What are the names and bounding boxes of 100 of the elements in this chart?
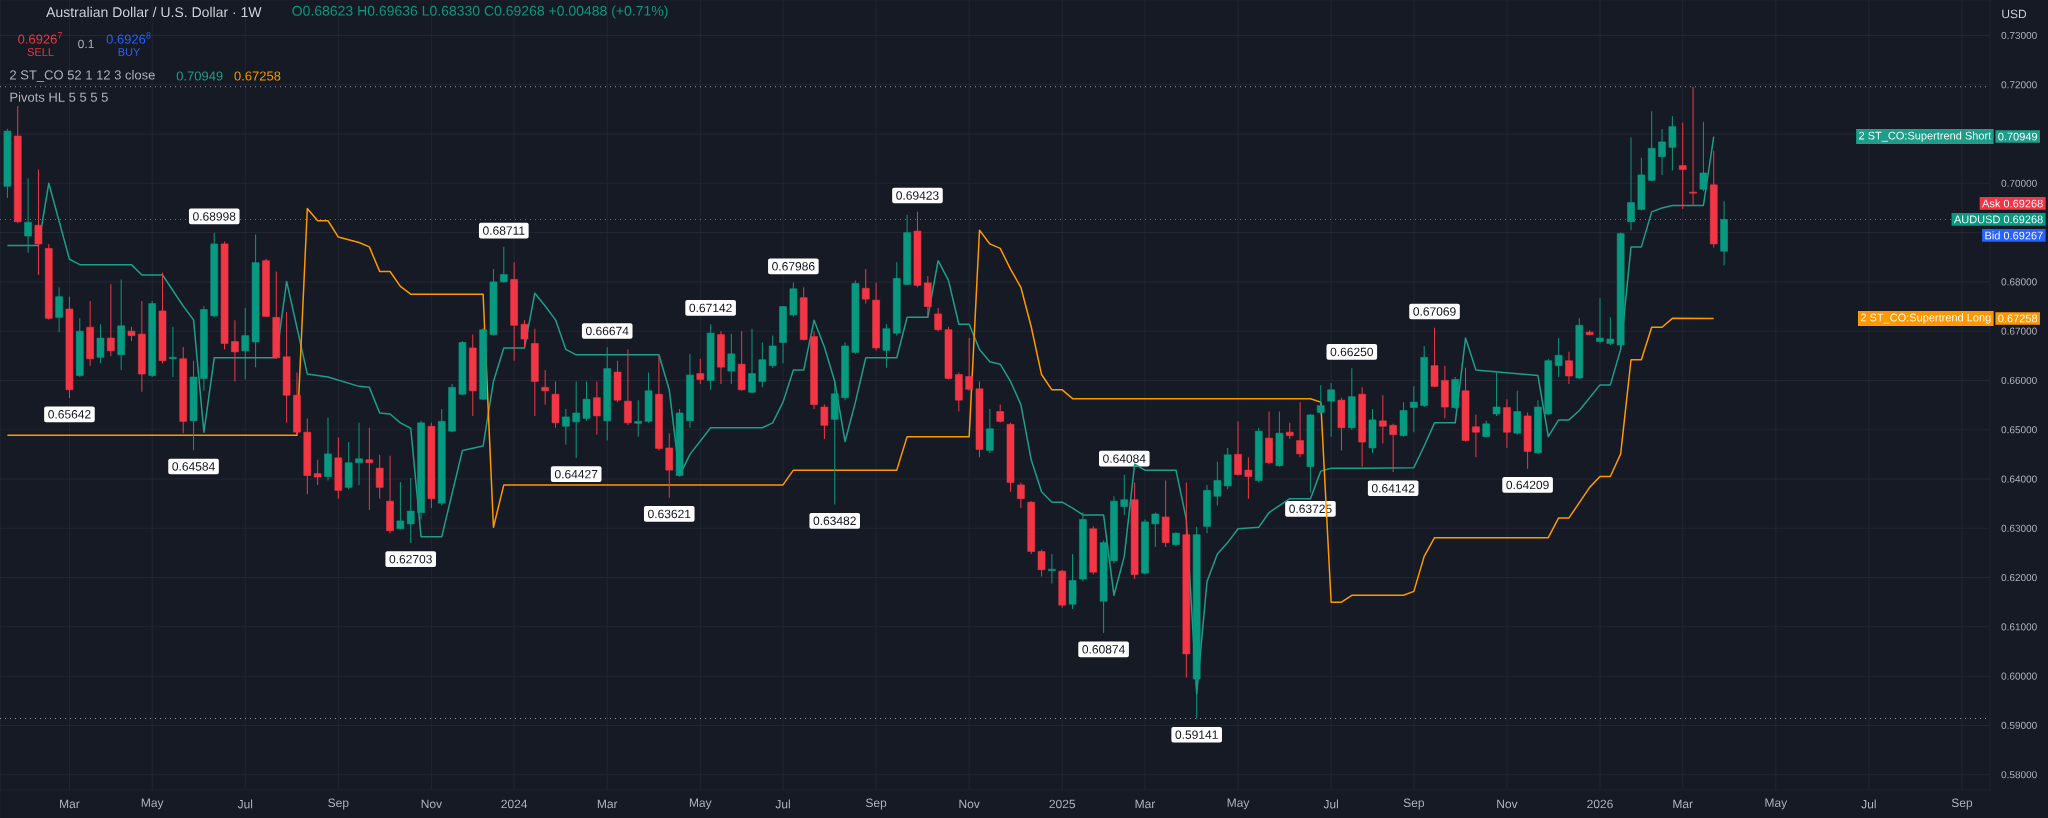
annotation: SELL — [27, 48, 54, 56]
x-tick-label: Jul — [237, 799, 253, 809]
candlestick — [1606, 316, 1615, 346]
annotation: Pivots HL 5 5 5 5 — [10, 92, 108, 102]
candlestick — [541, 369, 549, 406]
x-tick-label: May — [689, 798, 712, 810]
candlestick — [1068, 553, 1077, 610]
y-tick-label: 0.64000 — [2001, 475, 2037, 483]
annotation: 0.69423 — [896, 191, 939, 200]
x-tick-label: Mar — [1673, 799, 1693, 809]
candlestick — [1389, 423, 1397, 473]
x-tick-label: Sep — [328, 798, 349, 810]
annotation: 0.62703 — [389, 554, 432, 564]
candlestick — [582, 380, 591, 422]
candlestick — [313, 459, 322, 486]
x-tick-label: Nov — [959, 799, 980, 809]
x-tick-label: Sep — [1951, 798, 1973, 810]
candlestick — [727, 333, 736, 385]
y-tick-label: 0.65000 — [2001, 426, 2037, 434]
candlestick — [1678, 122, 1687, 210]
candlestick — [1213, 461, 1222, 507]
candlestick — [1513, 390, 1522, 436]
candlestick — [241, 307, 250, 380]
annotation: 0.6926$^{8}$ — [106, 32, 151, 44]
candlestick — [231, 319, 239, 382]
legend-label: 2 ST_CO:Supertrend Short — [1859, 131, 1992, 142]
y-tick-label: 0.62000 — [2001, 574, 2037, 582]
candlestick — [986, 408, 994, 454]
annotation: 0.59141 — [1175, 730, 1218, 739]
candlestick — [882, 323, 891, 369]
candlestick — [696, 358, 705, 385]
annotation: 0.64084 — [1103, 454, 1146, 463]
y-tick-label: 0.70000 — [2001, 179, 2037, 187]
x-tick-label: 2026 — [1587, 799, 1613, 809]
annotation: 0.67069 — [1413, 307, 1456, 316]
candlestick — [1430, 327, 1439, 388]
candlestick — [665, 432, 674, 499]
candlestick — [1048, 553, 1056, 584]
annotation: 0.63621 — [648, 509, 691, 519]
candlestick — [1244, 456, 1253, 500]
annotation: Ask 0.69268 — [1982, 199, 2043, 208]
annotation: Bid 0.69267 — [1985, 231, 2043, 240]
candlestick — [396, 481, 405, 530]
x-tick-label: Jul — [1323, 799, 1338, 809]
candlestick — [375, 454, 384, 500]
candlestick — [55, 286, 63, 333]
candlestick — [1658, 128, 1666, 176]
candlestick — [1699, 121, 1708, 192]
candlestick — [520, 319, 529, 348]
candlestick — [768, 335, 777, 369]
x-tick-label: Nov — [421, 799, 443, 809]
x-tick-label: 2025 — [1049, 799, 1076, 809]
y-tick-label: 0.63000 — [2001, 524, 2037, 532]
candlestick — [96, 323, 105, 364]
x-tick-label: Jul — [1861, 799, 1876, 809]
candlestick — [923, 275, 932, 318]
candlestick — [1492, 372, 1501, 417]
candlestick — [1316, 384, 1325, 415]
y-tick-label: 0.73000 — [2001, 31, 2037, 40]
candlestick — [634, 399, 643, 438]
annotation: 0.6926$^{7}$ — [18, 32, 62, 44]
candlestick — [965, 337, 973, 392]
annotation: 0.67258 — [234, 71, 281, 81]
candlestick — [1668, 115, 1677, 171]
candlestick — [1472, 413, 1480, 458]
annotation: 0.63482 — [813, 516, 856, 526]
text: 0.67258 — [1998, 314, 2038, 323]
candlestick — [1410, 385, 1418, 433]
text: 0.70949 — [1998, 132, 2038, 141]
candlestick — [406, 477, 415, 544]
x-tick-label: Sep — [1403, 798, 1425, 810]
candlestick — [562, 408, 570, 446]
candlestick — [365, 427, 374, 511]
candlestick — [1120, 474, 1129, 516]
y-tick-label: 0.68000 — [2001, 278, 2037, 286]
candlestick — [1565, 351, 1573, 385]
annotation: 0.64584 — [172, 462, 215, 471]
candlestick — [355, 422, 363, 486]
text: USD — [2002, 9, 2027, 19]
candlestick — [1151, 512, 1160, 548]
annotation: 0.1 — [78, 39, 94, 49]
candlestick — [1327, 382, 1335, 438]
y-tick-label: 0.58000 — [2001, 771, 2037, 779]
candlestick — [1596, 297, 1604, 344]
candlestick — [1037, 548, 1046, 578]
x-tick-label: May — [1765, 798, 1788, 810]
annotation: 0.70949 — [176, 71, 223, 81]
x-tick-label: Nov — [1497, 799, 1518, 809]
annotation: 0.64142 — [1371, 484, 1415, 493]
candlestick — [572, 380, 580, 459]
chart-title: Australian Dollar / U.S. Dollar · 1W — [46, 6, 262, 18]
candlestick — [1554, 337, 1563, 378]
annotation: BUY — [118, 48, 141, 56]
candlestick — [1627, 136, 1635, 231]
ref-line-label: AUDUSD 0.69268 — [1953, 215, 2043, 224]
annotation: 0.68998 — [193, 212, 236, 221]
candlestick — [324, 416, 332, 481]
x-tick-label: Mar — [597, 799, 618, 809]
chart-subtitle: O0.68623 H0.69636 L0.68330 C0.69268 +0.00488 (+0.71%) — [292, 5, 668, 19]
x-tick-label: Mar — [60, 799, 80, 809]
